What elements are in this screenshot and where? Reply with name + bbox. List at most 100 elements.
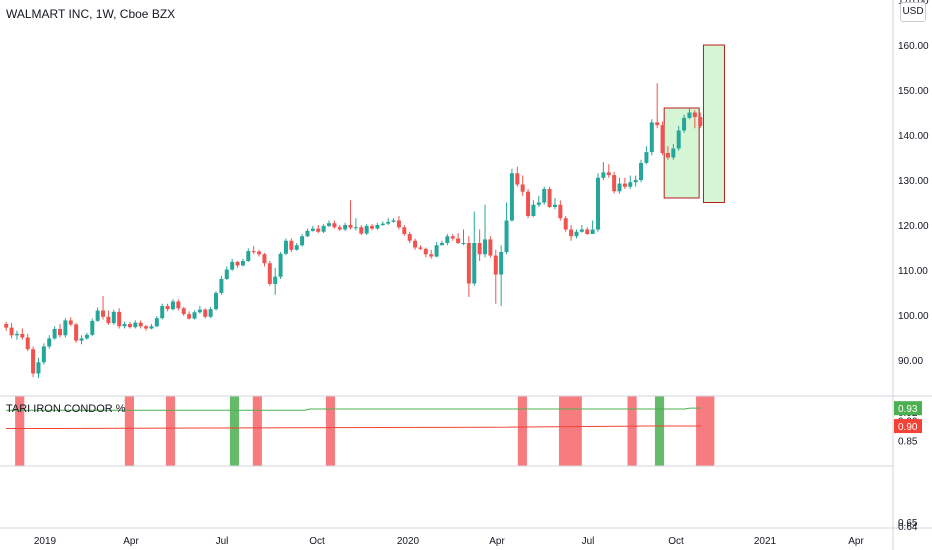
time-tick-label: 2021: [754, 536, 777, 547]
range-box: [702, 44, 725, 203]
candle-up: [531, 200, 536, 217]
signal-bar-red: [124, 396, 134, 466]
candle-down: [612, 171, 617, 194]
candle-body: [628, 182, 633, 187]
candle-up: [273, 267, 278, 295]
signal-bar-green: [229, 396, 240, 466]
candle-body: [316, 228, 321, 232]
price-tick-label: 140.00: [898, 131, 929, 142]
candle-body: [445, 236, 450, 243]
candle-up: [208, 306, 213, 319]
candle-up: [353, 218, 358, 231]
candle-down: [456, 233, 461, 244]
candle-body: [310, 228, 315, 231]
candle-up: [590, 220, 595, 234]
candle-down: [262, 252, 267, 267]
time-tick-label: 2020: [397, 536, 420, 547]
candle-body: [300, 236, 305, 246]
candle-body: [633, 180, 638, 183]
candle-down: [4, 321, 9, 331]
candle-body: [283, 240, 288, 254]
candle-body: [267, 263, 272, 284]
candle-down: [418, 245, 423, 251]
signal-bar-red: [517, 396, 527, 466]
candle-body: [596, 177, 600, 230]
indicator-axis[interactable]: 0.640.650.850.900.920.930.90: [894, 401, 922, 533]
candle-down: [74, 323, 79, 343]
candle-up: [219, 275, 224, 295]
candle-up: [472, 211, 477, 286]
candle-body: [84, 334, 89, 339]
candle-down: [203, 308, 208, 319]
candle-body: [396, 220, 401, 228]
price-tick-label: 130.00: [898, 176, 929, 187]
candle-down: [515, 166, 520, 187]
candle-up: [644, 146, 649, 165]
candle-body: [413, 240, 418, 248]
candle-up: [439, 240, 444, 246]
price-tick-label: 120.00: [898, 221, 929, 232]
price-tick-label: 160.00: [898, 41, 929, 52]
time-tick-label: Jul: [582, 536, 595, 547]
upper-value-badge-text: 0.93: [898, 404, 918, 415]
candle-body: [617, 183, 622, 192]
time-tick-label: Apr: [848, 536, 864, 547]
candle-body: [515, 173, 520, 185]
price-axis[interactable]: 90.00 100.00 110.00 120.00 130.00 140.00 150.0…: [898, 0, 929, 367]
candle-up: [300, 234, 305, 247]
candle-body: [579, 229, 584, 232]
candle-up: [133, 320, 138, 329]
candle-up: [364, 224, 369, 235]
candle-down: [9, 323, 14, 339]
candle-body: [14, 333, 19, 336]
candle-body: [601, 172, 606, 178]
candle-body: [305, 230, 310, 237]
candle-down: [558, 200, 563, 221]
candle-down: [337, 225, 342, 231]
candle-up: [343, 222, 348, 231]
candle-up: [294, 243, 299, 251]
candle-up: [483, 204, 488, 258]
candle-body: [370, 225, 375, 229]
candle-up: [601, 162, 606, 180]
candle-body: [251, 251, 256, 253]
candle-up: [95, 307, 100, 322]
candle-down: [31, 346, 36, 378]
candle-up: [639, 159, 644, 183]
candle-body: [111, 311, 116, 324]
candle-down: [289, 238, 294, 252]
candle-body: [423, 248, 428, 255]
candle-down: [493, 249, 498, 304]
candle-body: [655, 122, 660, 126]
currency-badge[interactable]: USD: [900, 2, 926, 22]
candle-body: [660, 125, 665, 153]
time-tick-label: Jul: [216, 536, 229, 547]
candle-body: [493, 255, 498, 275]
candle-down: [20, 328, 25, 340]
candle-up: [41, 343, 46, 365]
candle-up: [617, 177, 622, 194]
signal-bar-green: [654, 396, 665, 466]
candle-body: [649, 122, 654, 153]
candle-body: [95, 310, 100, 321]
candle-down: [267, 261, 272, 286]
candle-body: [52, 328, 57, 339]
time-axis[interactable]: 2019 Apr Jul Oct 2020 Apr Jul Oct 2021 Apr: [34, 536, 865, 547]
candle-up: [628, 175, 633, 189]
candle-body: [230, 261, 235, 270]
candle-down: [692, 110, 697, 129]
candle-up: [214, 291, 219, 311]
candle-up: [192, 310, 197, 320]
candle-down: [407, 231, 412, 243]
candle-body: [386, 221, 391, 224]
indicator-tick-label: 0.65: [898, 518, 918, 529]
time-tick-label: Oct: [309, 536, 325, 547]
candle-down: [606, 164, 611, 178]
candle-up: [283, 238, 288, 256]
signal-bar-red: [627, 396, 637, 466]
signal-bar-red: [252, 396, 262, 466]
candle-down: [660, 121, 665, 156]
candle-body: [36, 362, 41, 374]
candle-body: [321, 225, 326, 232]
